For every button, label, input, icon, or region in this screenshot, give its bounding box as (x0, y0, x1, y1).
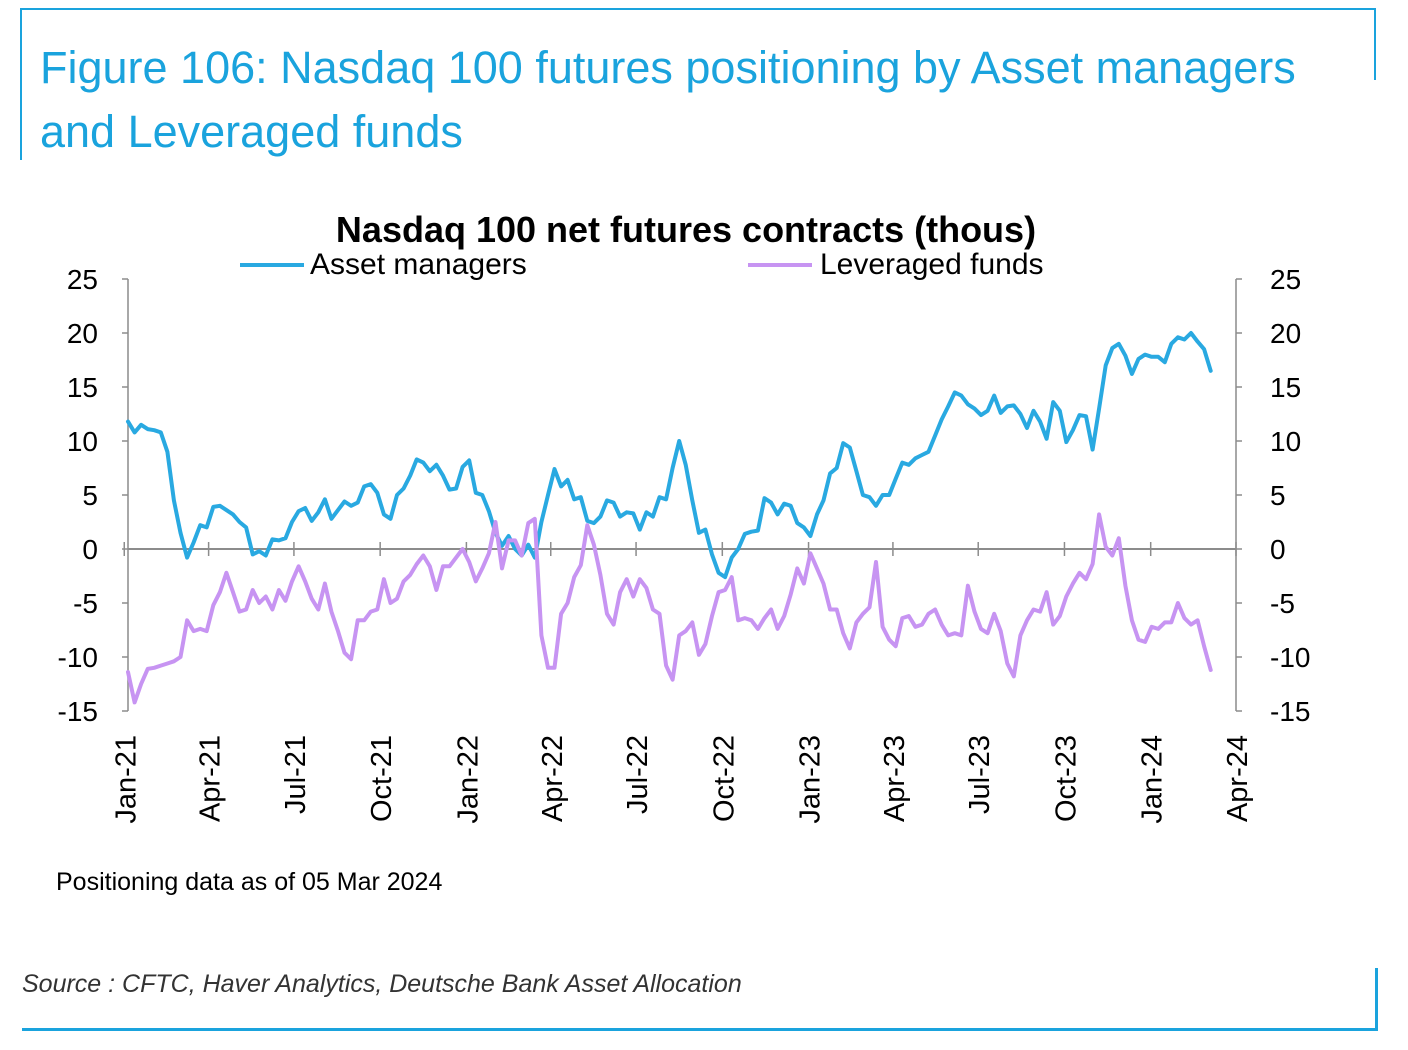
y-tick-label-left: 25 (67, 264, 98, 295)
y-tick-label-left: 10 (67, 426, 98, 457)
x-tick-label: Apr-23 (879, 735, 911, 822)
y-tick-label-left: 20 (67, 318, 98, 349)
y-tick-label-right: -15 (1270, 696, 1310, 727)
x-tick-label: Jul-21 (280, 735, 312, 814)
source-note: Source : CFTC, Haver Analytics, Deutsche… (22, 970, 742, 998)
frame-right-rule (1374, 8, 1376, 80)
x-tick-label: Jul-22 (622, 735, 654, 814)
series-line-asset-managers (126, 331, 1213, 580)
y-tick-label-left: -15 (58, 696, 98, 727)
y-tick-label-left: -10 (58, 642, 98, 673)
chart-title: Nasdaq 100 net futures contracts (thous) (336, 209, 1036, 250)
y-tick-label-left: 0 (82, 534, 98, 565)
bottom-rule (22, 1028, 1378, 1031)
y-tick-label-left: -5 (73, 588, 98, 619)
x-tick-label: Jan-22 (452, 735, 484, 824)
frame-left-rule (20, 8, 22, 160)
x-tick-label: Apr-24 (1222, 735, 1254, 822)
y-tick-label-left: 5 (82, 480, 98, 511)
y-tick-label-right: 0 (1270, 534, 1286, 565)
x-tick-label: Jul-23 (964, 735, 996, 814)
y-tick-label-right: 25 (1270, 264, 1301, 295)
y-tick-label-right: 20 (1270, 318, 1301, 349)
x-tick-label: Oct-22 (708, 735, 740, 822)
y-tick-label-right: 15 (1270, 372, 1301, 403)
positioning-note: Positioning data as of 05 Mar 2024 (56, 868, 442, 896)
x-tick-label: Jan-21 (110, 735, 142, 824)
figure-title: Figure 106: Nasdaq 100 futures positioni… (40, 42, 1296, 157)
series-line-leveraged-funds (126, 512, 1213, 705)
line-chart: Nasdaq 100 net futures contracts (thous)… (56, 209, 1310, 896)
x-tick-label: Apr-21 (195, 735, 227, 822)
y-tick-label-right: 10 (1270, 426, 1301, 457)
x-tick-label: Jan-23 (795, 735, 827, 824)
x-tick-label: Oct-23 (1050, 735, 1082, 822)
y-tick-label-left: 15 (67, 372, 98, 403)
y-tick-label-right: 5 (1270, 480, 1286, 511)
bottom-right-rule (1375, 968, 1378, 1030)
legend-label-1: Leveraged funds (820, 248, 1044, 281)
x-tick-label: Oct-21 (366, 735, 398, 822)
frame-top-rule (20, 8, 1376, 10)
legend-label-0: Asset managers (310, 248, 527, 281)
x-tick-label: Jan-24 (1137, 735, 1169, 824)
y-tick-label-right: -10 (1270, 642, 1310, 673)
y-tick-label-right: -5 (1270, 588, 1295, 619)
x-tick-label: Apr-22 (537, 735, 569, 822)
